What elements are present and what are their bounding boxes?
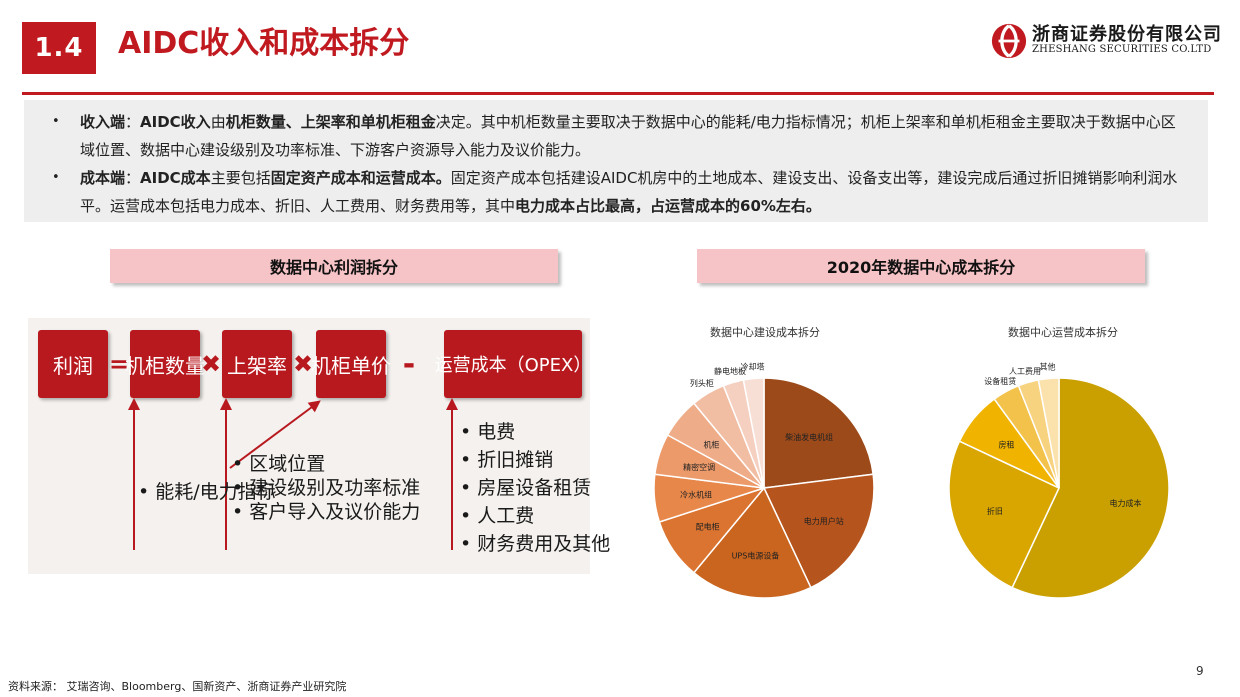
- cost-sep: ：: [125, 169, 141, 187]
- cost-types: 固定资产成本和运营成本。: [270, 169, 451, 187]
- pie-slice-label: 房租: [998, 440, 1014, 450]
- pie-slice-label: 冷却塔: [741, 362, 765, 372]
- logo-chinese-name: 浙商证券股份有限公司: [1032, 24, 1222, 45]
- pie-slice-label: 其他: [1040, 362, 1056, 372]
- cabinet-count-box: 机柜数量: [125, 330, 205, 398]
- driver-item: • 客户导入及议价能力: [232, 501, 421, 523]
- equals-sign: =: [108, 350, 130, 378]
- revenue-sep: ：: [125, 113, 141, 131]
- operating-pie-title: 数据中心运营成本拆分: [1008, 326, 1118, 339]
- revenue-label: 收入端: [80, 113, 126, 131]
- multiply-sign-2: ✖: [292, 350, 314, 378]
- pie-slice-label: 静电地板: [714, 366, 746, 376]
- pie-slice-label: 电力成本: [1110, 498, 1142, 508]
- revenue-factors: 机柜数量、上架率和单机柜租金: [225, 113, 436, 131]
- pie-slice: [1037, 377, 1060, 489]
- revenue-text-2: 决定。其中机柜数量主要取决于数据中心的能耗/电力指标情况；机柜上架率和单机柜租金…: [80, 113, 1176, 159]
- pie-slice: [948, 440, 1060, 589]
- formula-arrows: [128, 398, 458, 550]
- arrow-drivers-to-price: [229, 400, 321, 469]
- opex-item-list: • 电费 • 折旧摊销 • 房屋设备租赁 • 人工费 • 财务费用及其他: [460, 418, 610, 558]
- pie-slice-label: 柴油发电机组: [785, 432, 833, 442]
- company-logo: 浙商证券股份有限公司 ZHESHANG SECURITIES CO.LTD: [990, 20, 1221, 64]
- pie-slice-label: 精密空调: [683, 462, 715, 472]
- pie-slice-label: 机柜: [703, 440, 719, 450]
- driver-item: • 建设级别及功率标准: [232, 477, 421, 499]
- pie-slice: [763, 377, 874, 489]
- revenue-subject: AIDC收入: [140, 113, 211, 131]
- section-number: 1.4: [22, 22, 96, 74]
- minus-sign: -: [402, 346, 416, 382]
- opex-box: 运营成本（OPEX）: [435, 330, 591, 398]
- multiply-sign-1: ✖: [200, 350, 222, 378]
- pie-slice: [742, 377, 765, 489]
- logo-english-name: ZHESHANG SECURITIES CO.LTD: [1032, 44, 1212, 55]
- driver-item: • 区域位置: [232, 453, 326, 475]
- revenue-bullet: 收入端：AIDC收入由机柜数量、上架率和单机柜租金决定。其中机柜数量主要取决于数…: [52, 108, 1188, 164]
- pie-slice-label: 配电柜: [696, 521, 720, 531]
- opex-item: • 人工费: [460, 505, 535, 527]
- profit-panel-title: 数据中心利润拆分: [110, 249, 558, 283]
- cost-text-2: 固定资产成本包括建设AIDC机房中的土地成本、建设支出、设备支出等，建设完成后通…: [80, 169, 1178, 215]
- construction-pie-title: 数据中心建设成本拆分: [710, 326, 820, 339]
- pie-slice-label: 折旧: [987, 506, 1003, 516]
- pie-slice-label: 电力用户站: [804, 516, 844, 526]
- unit-price-box: 机柜单价: [311, 330, 391, 398]
- cost-label: 成本端: [80, 169, 126, 187]
- pie-slice-label: 冷水机组: [680, 489, 712, 499]
- cost-subject: AIDC成本: [140, 169, 211, 187]
- summary-box: 收入端：AIDC收入由机柜数量、上架率和单机柜租金决定。其中机柜数量主要取决于数…: [24, 100, 1208, 222]
- revenue-text-1: 由: [210, 113, 226, 131]
- logo-mark-icon: [991, 23, 1027, 59]
- cost-bullet: 成本端：AIDC成本主要包括固定资产成本和运营成本。固定资产成本包括建设AIDC…: [52, 164, 1188, 220]
- cost-panel-title: 2020年数据中心成本拆分: [697, 249, 1145, 283]
- pie-slice-label: 人工费用: [1009, 366, 1041, 376]
- pie-slice-label: UPS电源设备: [732, 551, 780, 561]
- opex-item: • 财务费用及其他: [460, 533, 611, 555]
- driver-power-text: • 能耗/电力指标: [138, 481, 276, 503]
- pie-slice-label: 设备租赁: [984, 376, 1016, 386]
- profit-box: 利润: [38, 330, 108, 398]
- page-number: 9: [1196, 664, 1204, 678]
- pie-slice: [692, 486, 812, 599]
- driver-rate-list: • 区域位置 • 建设级别及功率标准 • 客户导入及议价能力: [232, 452, 420, 524]
- cost-text-1: 主要包括: [210, 169, 271, 187]
- rack-rate-box: 上架率: [222, 330, 292, 398]
- pie-slice-label: 列头柜: [690, 378, 714, 388]
- opex-item: • 电费: [460, 421, 516, 443]
- page-title: AIDC收入和成本拆分: [118, 26, 410, 61]
- opex-item: • 房屋设备租赁: [460, 477, 592, 499]
- pie-slice: [1011, 377, 1170, 599]
- pie-slice: [762, 473, 875, 589]
- cost-highlight: 电力成本占比最高，占运营成本的60%左右。: [515, 197, 821, 215]
- source-note: 资料来源： 艾瑞咨询、Bloomberg、国新资产、浙商证券产业研究院: [8, 680, 347, 693]
- header-divider: [22, 92, 1214, 95]
- opex-item: • 折旧摊销: [460, 449, 554, 471]
